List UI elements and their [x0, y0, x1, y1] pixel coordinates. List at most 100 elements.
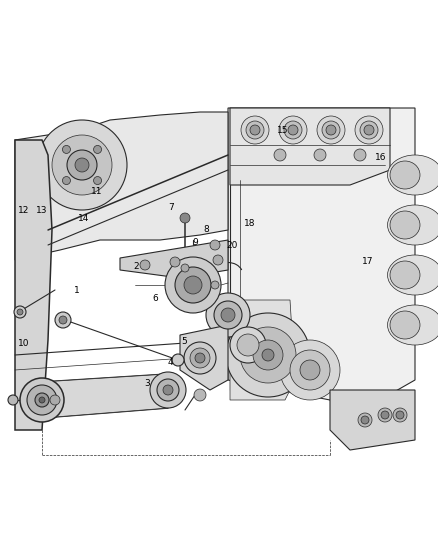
Text: 18: 18	[244, 220, 255, 228]
Polygon shape	[15, 112, 228, 260]
Ellipse shape	[390, 311, 420, 339]
Polygon shape	[15, 140, 52, 430]
Text: 10: 10	[18, 340, 30, 348]
Circle shape	[195, 353, 205, 363]
Circle shape	[326, 125, 336, 135]
Circle shape	[140, 260, 150, 270]
Circle shape	[250, 125, 260, 135]
Circle shape	[230, 327, 266, 363]
Text: 4: 4	[168, 358, 173, 367]
Circle shape	[262, 349, 274, 361]
Text: 8: 8	[203, 225, 209, 233]
Circle shape	[165, 257, 221, 313]
Circle shape	[172, 354, 184, 366]
Circle shape	[75, 158, 89, 172]
Ellipse shape	[390, 161, 420, 189]
Circle shape	[279, 116, 307, 144]
Circle shape	[20, 378, 64, 422]
Polygon shape	[180, 325, 228, 390]
Text: 3: 3	[144, 379, 150, 388]
Text: 15: 15	[277, 126, 288, 135]
Circle shape	[378, 408, 392, 422]
Circle shape	[55, 312, 71, 328]
Circle shape	[35, 393, 49, 407]
Circle shape	[63, 176, 71, 184]
Circle shape	[317, 116, 345, 144]
Circle shape	[284, 121, 302, 139]
Circle shape	[150, 372, 186, 408]
Circle shape	[67, 150, 97, 180]
Circle shape	[39, 397, 45, 403]
Polygon shape	[120, 240, 228, 278]
Ellipse shape	[388, 255, 438, 295]
Circle shape	[354, 149, 366, 161]
Ellipse shape	[390, 261, 420, 289]
Circle shape	[184, 276, 202, 294]
Circle shape	[210, 240, 220, 250]
Ellipse shape	[388, 205, 438, 245]
Circle shape	[190, 348, 210, 368]
Circle shape	[314, 149, 326, 161]
Circle shape	[290, 350, 330, 390]
Circle shape	[163, 385, 173, 395]
Text: 17: 17	[362, 257, 374, 265]
Circle shape	[274, 149, 286, 161]
Circle shape	[393, 408, 407, 422]
Text: 12: 12	[18, 206, 30, 215]
Circle shape	[157, 379, 179, 401]
Circle shape	[364, 125, 374, 135]
Circle shape	[184, 342, 216, 374]
Circle shape	[322, 121, 340, 139]
Ellipse shape	[390, 211, 420, 239]
Polygon shape	[228, 108, 415, 420]
Circle shape	[27, 385, 57, 415]
Circle shape	[240, 327, 296, 383]
Text: 7: 7	[168, 204, 174, 212]
Circle shape	[237, 334, 259, 356]
Text: 20: 20	[226, 241, 238, 249]
Circle shape	[94, 176, 102, 184]
Circle shape	[213, 255, 223, 265]
Text: 6: 6	[152, 294, 159, 303]
Circle shape	[175, 267, 211, 303]
Circle shape	[8, 395, 18, 405]
Circle shape	[50, 395, 60, 405]
Circle shape	[288, 125, 298, 135]
Text: 13: 13	[36, 206, 47, 215]
Ellipse shape	[388, 305, 438, 345]
Circle shape	[221, 308, 235, 322]
Circle shape	[226, 313, 310, 397]
Ellipse shape	[388, 155, 438, 195]
Circle shape	[63, 146, 71, 154]
Text: 1: 1	[74, 286, 80, 295]
Text: 2: 2	[133, 262, 138, 271]
Polygon shape	[230, 300, 295, 400]
Text: 16: 16	[375, 153, 387, 161]
Circle shape	[14, 306, 26, 318]
Circle shape	[181, 264, 189, 272]
Circle shape	[180, 213, 190, 223]
Polygon shape	[330, 390, 415, 450]
Circle shape	[194, 389, 206, 401]
Circle shape	[253, 340, 283, 370]
Circle shape	[396, 411, 404, 419]
Circle shape	[360, 121, 378, 139]
Circle shape	[214, 301, 242, 329]
Text: 9: 9	[192, 238, 198, 247]
Circle shape	[381, 411, 389, 419]
Circle shape	[280, 340, 340, 400]
Circle shape	[211, 281, 219, 289]
Circle shape	[52, 135, 112, 195]
Polygon shape	[230, 108, 390, 185]
Circle shape	[94, 146, 102, 154]
Circle shape	[170, 257, 180, 267]
Text: 5: 5	[181, 337, 187, 345]
Circle shape	[358, 413, 372, 427]
Circle shape	[59, 316, 67, 324]
Text: 14: 14	[78, 214, 89, 223]
Circle shape	[361, 416, 369, 424]
Circle shape	[300, 360, 320, 380]
Text: 11: 11	[91, 188, 102, 196]
Circle shape	[17, 309, 23, 315]
Polygon shape	[42, 374, 168, 418]
